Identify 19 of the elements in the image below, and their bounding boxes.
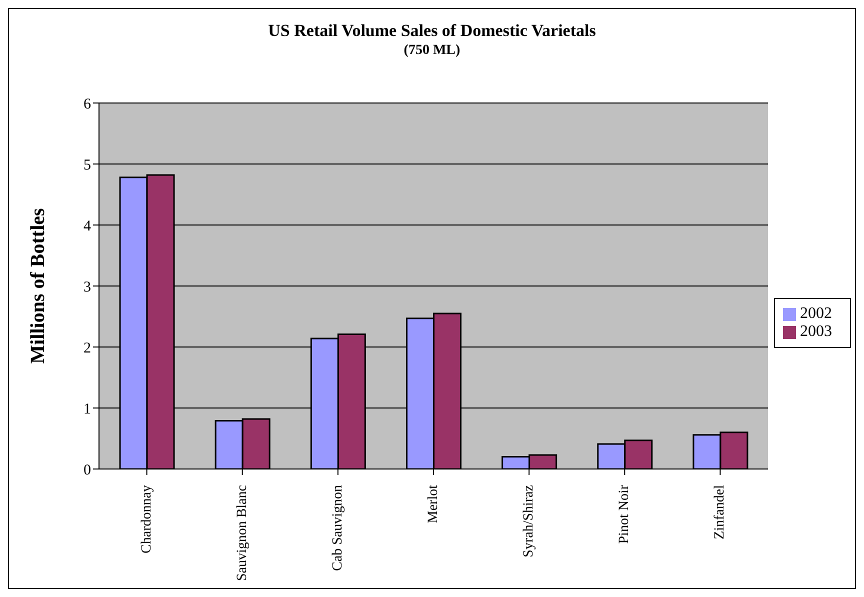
- y-tick-label: 1: [84, 401, 91, 418]
- y-tick-label: 2: [84, 340, 91, 356]
- legend-label: 2002: [800, 305, 832, 322]
- legend-label: 2003: [800, 323, 832, 340]
- x-tick-label: Cab Sauvignon: [330, 485, 346, 571]
- x-tick-label: Zinfandel: [712, 484, 728, 540]
- chart-subtitle: (750 ML): [402, 43, 462, 59]
- x-tick-label: Merlot: [426, 484, 441, 524]
- x-tick-label: Chardonnay: [139, 485, 154, 554]
- x-tick-label: Sauvignon Blanc: [234, 485, 250, 582]
- y-axis-title: Millions of Bottles: [27, 208, 50, 364]
- y-tick-label: 6: [84, 96, 92, 112]
- y-tick-label: 4: [84, 218, 92, 234]
- y-tick-label: 3: [84, 279, 91, 296]
- chart-title: US Retail Volume Sales of Domestic Varietals: [267, 21, 597, 41]
- y-tick-label: 0: [84, 462, 91, 478]
- x-tick-label: Syrah/Shiraz: [522, 485, 537, 558]
- x-tick-label: Pinot Noir: [617, 484, 632, 544]
- y-tick-label: 5: [84, 157, 91, 174]
